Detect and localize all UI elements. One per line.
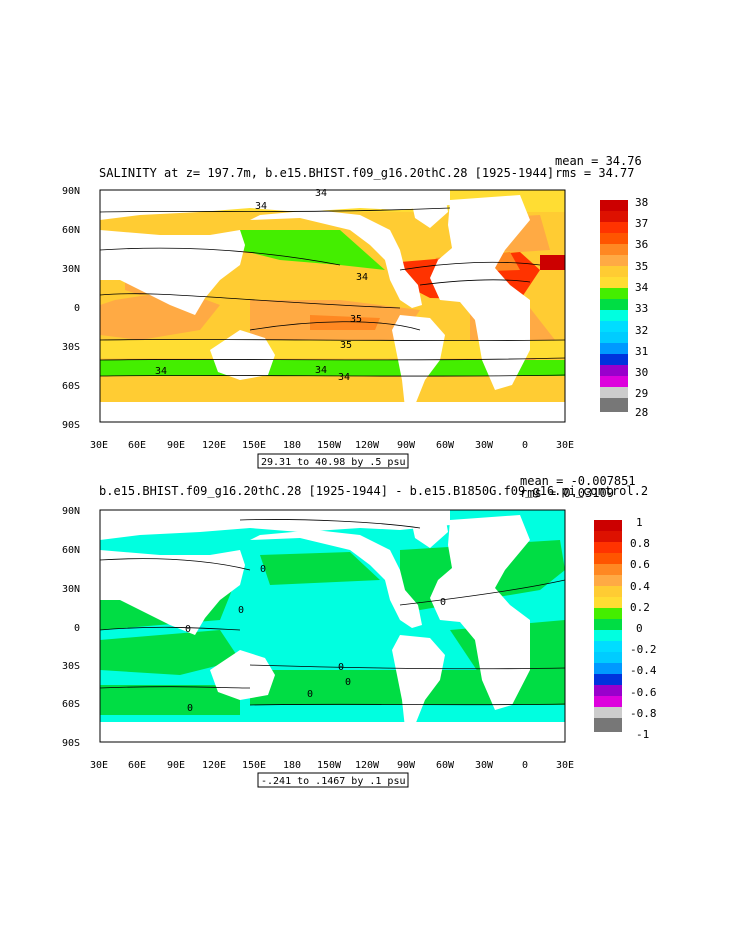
lon-label: 60W (436, 440, 455, 451)
colorbar-label: 34 (635, 281, 649, 294)
lon-label: 30E (556, 760, 574, 771)
lat-label: 30N (62, 264, 80, 275)
lat-label: 0 (74, 623, 80, 634)
panel2-colorbar: 1 0.8 0.6 0.4 0.2 0 -0.2 -0.4 -0.6 -0.8 … (594, 516, 657, 741)
panel1-colorbar: 38 37 36 35 34 33 32 31 30 29 28 (600, 196, 649, 419)
lon-label: 150E (242, 760, 266, 771)
contour-label: 35 (340, 340, 352, 351)
panel1-lat-axis: 90N 60N 30N 0 30S 60S 90S (62, 186, 80, 431)
panel1-map: 34 34 34 35 35 34 34 34 (99, 188, 566, 423)
contour-label: 0 (187, 703, 193, 714)
panel2: b.e15.BHIST.f09_g16.20thC.28 [1925-1944]… (62, 474, 657, 788)
lon-label: 150E (242, 440, 266, 451)
contour-label: 0 (440, 597, 446, 608)
lon-label: 30E (90, 440, 108, 451)
panel2-mean: mean = -0.007851 (520, 474, 636, 488)
lat-label: 60N (62, 225, 80, 236)
contour-label: 0 (260, 564, 266, 575)
lon-label: 90W (397, 440, 416, 451)
lon-label: 120E (202, 760, 226, 771)
contour-label: 34 (315, 365, 327, 376)
panel2-map: 0 0 0 0 0 0 0 0 (99, 509, 566, 743)
colorbar-label: 32 (635, 324, 648, 337)
lon-label: 60W (436, 760, 455, 771)
lat-label: 90S (62, 420, 80, 431)
lon-label: 30E (556, 440, 574, 451)
colorbar-label: 0 (636, 622, 643, 635)
colorbar-label: 0.2 (630, 601, 650, 614)
panel2-contour-labels: 0 0 0 0 0 0 0 0 (185, 564, 446, 714)
colorbar-label: 0.6 (630, 558, 650, 571)
colorbar-label: 28 (635, 406, 648, 419)
contour-label: 34 (356, 272, 368, 283)
lon-label: 30E (90, 760, 108, 771)
lon-label: 60E (128, 760, 146, 771)
lat-label: 90N (62, 506, 80, 517)
panel2-rms: rms = 0.03109 (520, 486, 614, 500)
lon-label: 90E (167, 760, 185, 771)
panel1-title: SALINITY at z= 197.7m, b.e15.BHIST.f09_g… (99, 166, 554, 180)
colorbar-label: -1 (636, 728, 649, 741)
lat-label: 60S (62, 699, 80, 710)
lat-label: 0 (74, 303, 80, 314)
lat-label: 90N (62, 186, 80, 197)
panel2-lon-axis: 30E 60E 90E 120E 150E 180 150W 120W 90W … (90, 760, 574, 771)
colorbar-label: -0.8 (630, 707, 657, 720)
lat-label: 90S (62, 738, 80, 749)
lon-label: 60E (128, 440, 146, 451)
colorbar-label: -0.2 (630, 643, 657, 656)
contour-label: 34 (155, 366, 167, 377)
colorbar-label: 37 (635, 217, 648, 230)
lon-label: 180 (283, 440, 301, 451)
colorbar-label: -0.6 (630, 686, 657, 699)
lat-label: 30N (62, 584, 80, 595)
panel2-range-label: -.241 to .1467 by .1 psu (261, 776, 406, 787)
contour-label: 34 (338, 372, 350, 383)
lon-label: 0 (522, 760, 528, 771)
contour-label: 0 (338, 662, 344, 673)
panel1: SALINITY at z= 197.7m, b.e15.BHIST.f09_g… (62, 154, 649, 469)
lon-label: 30W (475, 440, 494, 451)
lat-label: 60S (62, 381, 80, 392)
lat-label: 60N (62, 545, 80, 556)
colorbar-label: 33 (635, 302, 648, 315)
lon-label: 120E (202, 440, 226, 451)
lon-label: 120W (355, 440, 380, 451)
panel1-range-label: 29.31 to 40.98 by .5 psu (261, 457, 406, 468)
lon-label: 150W (317, 440, 342, 451)
colorbar-label: 38 (635, 196, 648, 209)
colorbar-label: 30 (635, 366, 648, 379)
lon-label: 30W (475, 760, 494, 771)
contour-label: 35 (350, 314, 362, 325)
colorbar-label: 29 (635, 387, 648, 400)
contour-label: 0 (238, 605, 244, 616)
colorbar-label: 0.8 (630, 537, 650, 550)
panel1-contour-labels: 34 34 34 35 35 34 34 34 (155, 188, 368, 383)
contour-label: 0 (307, 689, 313, 700)
lon-label: 0 (522, 440, 528, 451)
contour-label: 34 (315, 188, 327, 199)
lat-label: 30S (62, 661, 80, 672)
colorbar-label: -0.4 (630, 664, 657, 677)
contour-label: 0 (345, 677, 351, 688)
panel1-lon-axis: 30E 60E 90E 120E 150E 180 150W 120W 90W … (90, 440, 574, 451)
contour-label: 34 (255, 201, 267, 212)
panel2-lat-axis: 90N 60N 30N 0 30S 60S 90S (62, 506, 80, 749)
colorbar-label: 35 (635, 260, 648, 273)
lon-label: 180 (283, 760, 301, 771)
colorbar-label: 0.4 (630, 580, 650, 593)
lon-label: 90W (397, 760, 416, 771)
colorbar-label: 36 (635, 238, 648, 251)
colorbar-label: 1 (636, 516, 643, 529)
lon-label: 150W (317, 760, 342, 771)
panel1-rms: rms = 34.77 (555, 166, 634, 180)
lat-label: 30S (62, 342, 80, 353)
contour-label: 0 (185, 624, 191, 635)
colorbar-label: 31 (635, 345, 648, 358)
panel1-mean: mean = 34.76 (555, 154, 642, 168)
lon-label: 90E (167, 440, 185, 451)
panel2-title: b.e15.BHIST.f09_g16.20thC.28 [1925-1944]… (99, 484, 648, 498)
lon-label: 120W (355, 760, 380, 771)
